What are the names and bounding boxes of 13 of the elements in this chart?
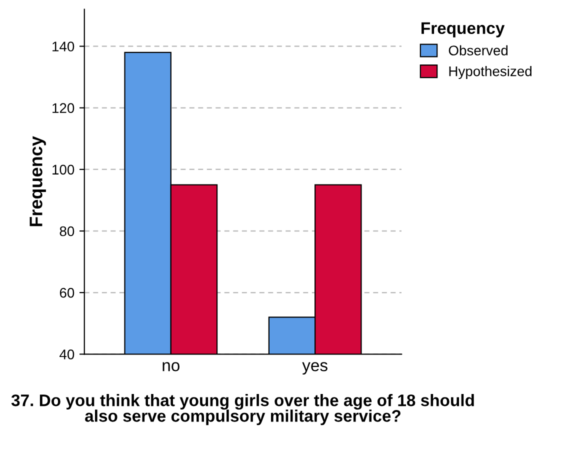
y-tick-label: 120 [52,103,74,114]
y-tick-label: 100 [52,164,74,175]
x-tick-label: yes [302,362,328,375]
legend-label: Observed [448,45,508,56]
x-axis-title: 37. Do you think that young girls over the age of 18 should also serve compulsory military service? [11,394,474,426]
y-tick-label: 140 [52,42,74,52]
y-axis-title: Frequency [30,136,46,226]
y-tick-label: 80 [60,226,74,236]
legend-title: Frequency [422,22,505,38]
x-tick-label: no [162,362,180,372]
legend-label: Hypothesized [449,66,532,79]
y-tick-label: 40 [60,349,74,360]
y-tick-label: 60 [60,288,74,298]
